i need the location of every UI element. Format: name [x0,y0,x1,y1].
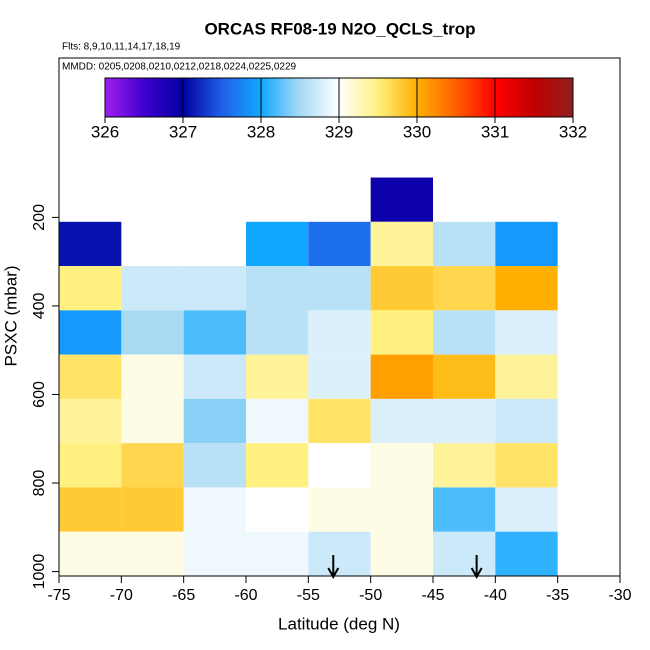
heat-cell [121,266,184,311]
heat-cell [59,221,122,267]
heat-cell [308,221,371,267]
heat-cell [59,487,122,532]
heat-cell [495,221,558,267]
heat-cell [370,354,433,399]
x-tick-label: -75 [47,587,70,604]
heat-cell [121,487,184,532]
heat-cell [183,266,246,311]
heat-cell [121,398,184,444]
heat-cell [308,266,371,311]
plot-frame [58,57,621,577]
x-tick-label: -45 [421,587,444,604]
heat-cell [59,443,122,488]
colorbar-tick-label: 330 [403,122,431,141]
heat-cell [370,221,433,267]
x-tick-label: -35 [546,587,569,604]
heat-cell [433,531,496,576]
heat-cell [495,531,558,576]
heat-cell [246,487,309,532]
y-tick-label: 800 [31,470,48,497]
heat-cell [246,531,309,576]
heat-cell [183,310,246,355]
x-tick-label: -65 [172,587,195,604]
x-tick-label: -70 [110,587,133,604]
heat-cell [246,443,309,488]
heat-cell [246,221,309,267]
x-tick-label: -55 [297,587,320,604]
colorbar-tick-label: 328 [247,122,275,141]
x-axis-label: Latitude (deg N) [278,614,400,633]
heat-cell [59,266,122,311]
heat-cell [433,487,496,532]
y-tick-label: 400 [31,292,48,319]
heat-cell [433,354,496,399]
heat-cell [308,443,371,488]
heat-cell [433,443,496,488]
chart-subtitle: Flts: 8,9,10,11,14,17,18,19 [62,42,181,53]
heat-cell [246,310,309,355]
x-tick-label: -60 [234,587,257,604]
heat-cell [495,354,558,399]
heat-cell [308,398,371,444]
heat-cell [183,443,246,488]
heat-cell [59,310,122,355]
colorbar-tick-label: 331 [481,122,509,141]
heat-cell [370,177,433,222]
arrow [470,555,483,580]
heat-cell [246,354,309,399]
y-axis-label: PSXC (mbar) [1,265,20,366]
x-tick-label: -40 [484,587,507,604]
heat-cell [308,531,371,576]
chart-note: MMDD: 0205,0208,0210,0212,0218,0224,0225… [62,62,297,73]
heat-cell [246,266,309,311]
heat-cell [370,266,433,311]
heat-cell [121,310,184,355]
heat-cell [308,487,371,532]
heat-cell [183,354,246,399]
heat-cell [370,398,433,444]
heat-cell [246,398,309,444]
x-tick-label: -30 [608,587,631,604]
y-tick-label: 200 [31,204,48,231]
colorbar-tick-label: 327 [169,122,197,141]
colorbar-tick-label: 332 [559,122,587,141]
heat-cell [121,443,184,488]
heat-cell [433,398,496,444]
heat-cell [308,310,371,355]
colorbar-tick-label: 329 [325,122,353,141]
x-tick-label: -50 [359,587,382,604]
heat-cell [495,266,558,311]
heat-cell [59,398,122,444]
heat-cell [183,487,246,532]
heat-cell [433,266,496,311]
heat-cell [433,221,496,267]
heat-cell [370,310,433,355]
heat-cell [59,354,122,399]
heat-cell [121,354,184,399]
heat-cell [121,531,184,576]
chart-title: ORCAS RF08-19 N2O_QCLS_trop [204,19,475,38]
heat-cell [370,531,433,576]
heat-cell [370,487,433,532]
heat-cell [495,443,558,488]
heat-cell [59,531,122,576]
heat-cell [495,398,558,444]
heat-cell [495,487,558,532]
heat-cell [183,398,246,444]
arrow [327,555,340,580]
heat-cell [370,443,433,488]
y-tick-label: 1000 [31,554,48,590]
heat-cell [433,310,496,355]
colorbar-tick-label: 326 [91,122,119,141]
heat-cell [308,354,371,399]
y-tick-label: 600 [31,381,48,408]
heat-cell [183,531,246,576]
heat-cell [495,310,558,355]
